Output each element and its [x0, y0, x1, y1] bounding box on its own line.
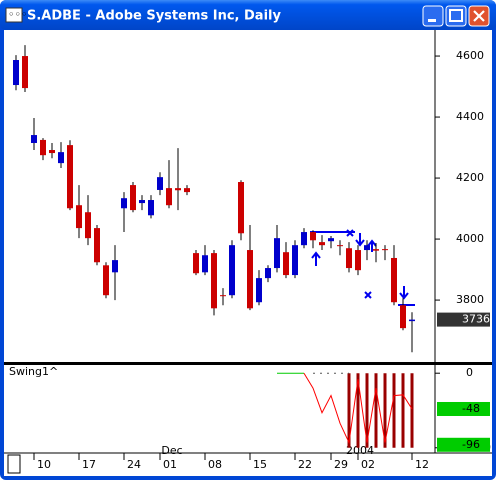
- candle-body: [382, 249, 388, 251]
- candle-body: [157, 177, 163, 190]
- candle-body: [229, 245, 235, 296]
- last-price-box: [437, 312, 490, 327]
- drawings: [310, 229, 415, 306]
- candle-body: [211, 253, 217, 309]
- indicator-line: [303, 372, 413, 445]
- close-button[interactable]: [468, 5, 490, 27]
- candle-body: [364, 245, 370, 251]
- scroll-box[interactable]: [7, 454, 21, 474]
- indicator-title: Swing1^: [9, 365, 58, 378]
- candle-body: [67, 145, 73, 209]
- candle-body: [319, 242, 325, 246]
- last-value-box: [437, 437, 490, 452]
- app-icon-glyph: ◦◦◦: [8, 8, 27, 21]
- candle-body: [310, 232, 316, 241]
- candle-body: [409, 319, 415, 322]
- x-tick-label: 22: [298, 458, 312, 471]
- app-icon: [5, 7, 23, 23]
- minimize-button[interactable]: [422, 5, 444, 27]
- candle-body: [355, 250, 361, 271]
- candle-body: [337, 245, 343, 247]
- candle-body: [373, 249, 379, 251]
- y-tick-label: 4200: [456, 171, 484, 184]
- y-tick-label: 0: [466, 366, 473, 379]
- x-tick-label: 01: [163, 458, 177, 471]
- candle-body: [265, 268, 271, 279]
- candle-body: [220, 295, 226, 297]
- candle-body: [85, 212, 91, 239]
- last-value-label: -96: [462, 438, 480, 451]
- candle-body: [292, 245, 298, 276]
- window-title: S.ADBE - Adobe Systems Inc, Daily: [27, 9, 281, 24]
- candle-body: [94, 228, 100, 263]
- y-tick-label: 3800: [456, 293, 484, 306]
- last-price-label: 3736: [462, 313, 490, 326]
- y-tick-label: 4000: [456, 232, 484, 245]
- candle-body: [103, 265, 109, 296]
- candle-body: [22, 56, 28, 89]
- candle-body: [112, 260, 118, 273]
- last-value-label: -48: [462, 402, 480, 415]
- candle-body: [13, 60, 19, 86]
- candle-body: [58, 152, 64, 164]
- candle-body: [166, 188, 172, 206]
- x-tick-label: 17: [82, 458, 96, 471]
- candle-body: [283, 252, 289, 276]
- candle-body: [301, 232, 307, 246]
- candle-body: [184, 188, 190, 193]
- title-bar: [0, 0, 496, 30]
- candle-body: [346, 248, 352, 269]
- candle-body: [256, 278, 262, 303]
- candle-body: [400, 305, 406, 329]
- x-tick-label: 15: [253, 458, 267, 471]
- candle-body: [175, 188, 181, 191]
- candle-body: [49, 149, 55, 154]
- date-annotation: Dec: [161, 444, 182, 457]
- candle-body: [121, 198, 127, 209]
- candle-body: [238, 182, 244, 234]
- x-tick-label: 08: [208, 458, 222, 471]
- candle-body: [391, 257, 397, 303]
- x-tick-label: 02: [361, 458, 375, 471]
- candle-body: [274, 238, 280, 269]
- y-tick-label: 4400: [456, 110, 484, 123]
- candle-body: [202, 255, 208, 273]
- candle-body: [139, 200, 145, 204]
- candle-body: [328, 238, 334, 242]
- candle-body: [130, 185, 136, 211]
- candle-body: [148, 200, 154, 216]
- candle-body: [247, 250, 253, 309]
- maximize-button[interactable]: [445, 5, 467, 27]
- candle-body: [76, 205, 82, 229]
- candle-body: [31, 135, 37, 143]
- y-tick-label: 4600: [456, 49, 484, 62]
- x-tick-label: 29: [334, 458, 348, 471]
- panel-separator: [4, 362, 492, 365]
- last-value-box: [437, 401, 490, 416]
- candle-body: [193, 253, 199, 274]
- candle-body: [40, 139, 46, 156]
- x-tick-label: 12: [415, 458, 429, 471]
- x-tick-label: 24: [127, 458, 141, 471]
- x-tick-label: 10: [37, 458, 51, 471]
